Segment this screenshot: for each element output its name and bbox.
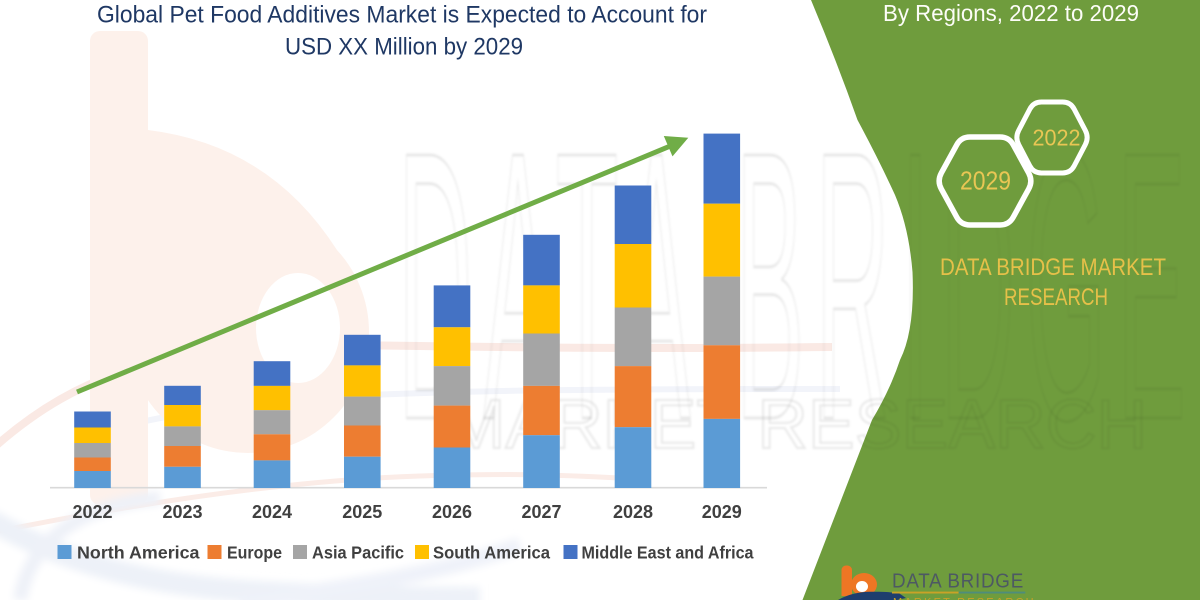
svg-text:RESEARCH: RESEARCH bbox=[1004, 284, 1108, 311]
svg-text:2029: 2029 bbox=[702, 502, 742, 522]
svg-text:2022: 2022 bbox=[72, 502, 112, 522]
svg-text:DATA BRIDGE MARKET: DATA BRIDGE MARKET bbox=[940, 254, 1166, 281]
svg-text:South America: South America bbox=[433, 543, 550, 563]
svg-text:USD XX Million by 2029: USD XX Million by 2029 bbox=[285, 35, 523, 61]
svg-text:2029: 2029 bbox=[960, 168, 1011, 196]
svg-text:By Regions, 2022 to 2029: By Regions, 2022 to 2029 bbox=[883, 0, 1139, 26]
svg-text:2025: 2025 bbox=[342, 502, 382, 522]
svg-text:Global Pet Food Additives Mark: Global Pet Food Additives Market is Expe… bbox=[97, 3, 707, 29]
svg-text:2026: 2026 bbox=[432, 502, 472, 522]
svg-text:2028: 2028 bbox=[613, 502, 653, 522]
svg-text:Asia Pacific: Asia Pacific bbox=[312, 543, 404, 563]
svg-text:North America: North America bbox=[77, 543, 200, 563]
svg-text:2022: 2022 bbox=[1033, 125, 1081, 151]
svg-text:Europe: Europe bbox=[227, 543, 282, 563]
svg-text:2027: 2027 bbox=[521, 502, 561, 522]
svg-text:DATA BRIDGE: DATA BRIDGE bbox=[892, 571, 1024, 593]
svg-text:2023: 2023 bbox=[162, 502, 202, 522]
svg-text:Middle East and Africa: Middle East and Africa bbox=[582, 543, 754, 563]
svg-text:MARKET RESEARCH: MARKET RESEARCH bbox=[893, 597, 1036, 600]
svg-text:2024: 2024 bbox=[252, 502, 292, 522]
